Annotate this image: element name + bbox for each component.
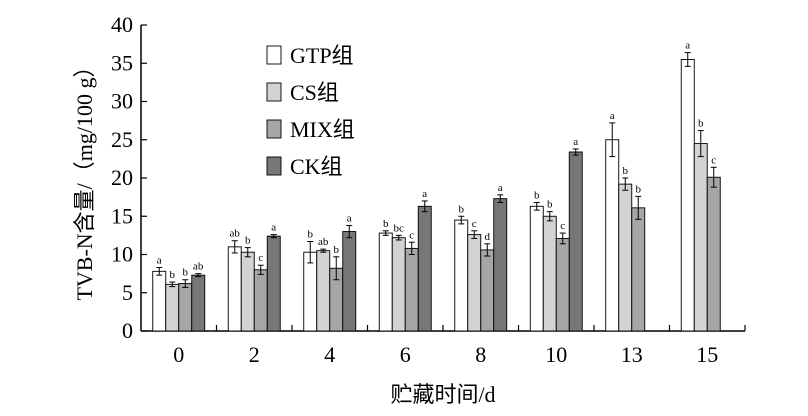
significance-label: a	[157, 255, 162, 267]
legend-swatch	[266, 119, 282, 139]
y-axis-title: TVB-N含量/（mg/100 g）	[72, 55, 97, 300]
bar	[555, 237, 570, 332]
significance-label: c	[258, 252, 263, 264]
bar	[529, 205, 544, 332]
bar	[191, 274, 206, 332]
significance-label: c	[560, 220, 565, 232]
x-tick-label: 13	[621, 342, 643, 367]
y-tick-label: 0	[122, 318, 133, 343]
bar	[378, 232, 393, 332]
bar	[680, 58, 695, 332]
bar	[178, 283, 193, 332]
bar	[152, 270, 167, 332]
y-ticks: 0 5 10 15 20 25 30 35 40	[111, 12, 147, 343]
x-tick-label: 4	[324, 342, 335, 367]
bar	[480, 249, 495, 332]
y-tick-label: 40	[111, 12, 133, 37]
significance-label: b	[245, 235, 251, 247]
x-tick-label: 6	[400, 342, 411, 367]
significance-label: b	[308, 228, 314, 240]
significance-label: b	[459, 203, 465, 215]
significance-label: b	[383, 218, 389, 230]
bar	[542, 215, 557, 332]
significance-label: d	[485, 231, 491, 243]
bar	[316, 250, 331, 332]
bar	[631, 207, 646, 332]
significance-label: b	[698, 118, 704, 130]
significance-label: ab	[318, 236, 329, 248]
legend-label: CK组	[290, 154, 343, 179]
bar	[342, 231, 357, 332]
bar	[303, 251, 318, 332]
bar	[706, 176, 721, 332]
significance-label: c	[472, 218, 477, 230]
y-tick-label: 25	[111, 127, 133, 152]
significance-label: a	[573, 136, 578, 148]
significance-label: b	[534, 189, 540, 201]
significance-label: a	[422, 188, 427, 200]
legend: GTP组 CS组 MIX组 CK组	[266, 43, 355, 179]
bar	[253, 269, 268, 332]
bar	[493, 198, 508, 332]
legend-label: MIX组	[290, 117, 355, 142]
significance-label: b	[334, 244, 340, 256]
bar	[454, 219, 469, 332]
bar	[266, 235, 281, 332]
bar	[240, 251, 255, 332]
significance-label: ab	[230, 228, 241, 240]
significance-label: c	[711, 154, 716, 166]
bar	[605, 139, 620, 332]
x-tick-label: 15	[696, 342, 718, 367]
y-tick-label: 5	[122, 280, 133, 305]
legend-swatch	[266, 82, 282, 102]
significance-label: a	[498, 182, 503, 194]
significance-label: b	[636, 183, 642, 195]
y-tick-label: 15	[111, 203, 133, 228]
x-axis-title: 贮藏时间/d	[390, 382, 495, 407]
significance-label: b	[170, 269, 176, 281]
legend-swatch	[266, 45, 282, 65]
bar	[618, 183, 633, 332]
y-tick-label: 30	[111, 89, 133, 114]
significance-label: b	[183, 267, 189, 279]
significance-label: b	[547, 199, 553, 211]
bar	[467, 234, 482, 332]
significance-label: a	[610, 110, 615, 122]
bar	[568, 151, 583, 332]
bar	[227, 246, 242, 332]
significance-label: b	[623, 165, 629, 177]
y-tick-label: 20	[111, 165, 133, 190]
legend-label: GTP组	[290, 43, 354, 68]
x-ticks: 0 2 4 6 8 10 13 15	[173, 325, 746, 367]
legend-swatch	[266, 156, 282, 176]
significance-label: c	[409, 229, 414, 241]
x-tick-label: 10	[545, 342, 567, 367]
legend-label: CS组	[290, 80, 339, 105]
y-tick-label: 35	[111, 50, 133, 75]
significance-label: a	[347, 212, 352, 224]
y-tick-label: 10	[111, 242, 133, 267]
bar	[391, 237, 406, 332]
significance-label: a	[685, 40, 690, 52]
bar	[417, 205, 432, 332]
significance-label: ab	[193, 261, 204, 273]
bar	[693, 143, 708, 332]
significance-label: a	[271, 222, 276, 234]
significance-label: bc	[394, 222, 405, 234]
x-tick-label: 0	[173, 342, 184, 367]
bar	[404, 247, 419, 332]
bar	[165, 283, 180, 332]
x-tick-label: 8	[475, 342, 486, 367]
x-tick-label: 2	[249, 342, 260, 367]
